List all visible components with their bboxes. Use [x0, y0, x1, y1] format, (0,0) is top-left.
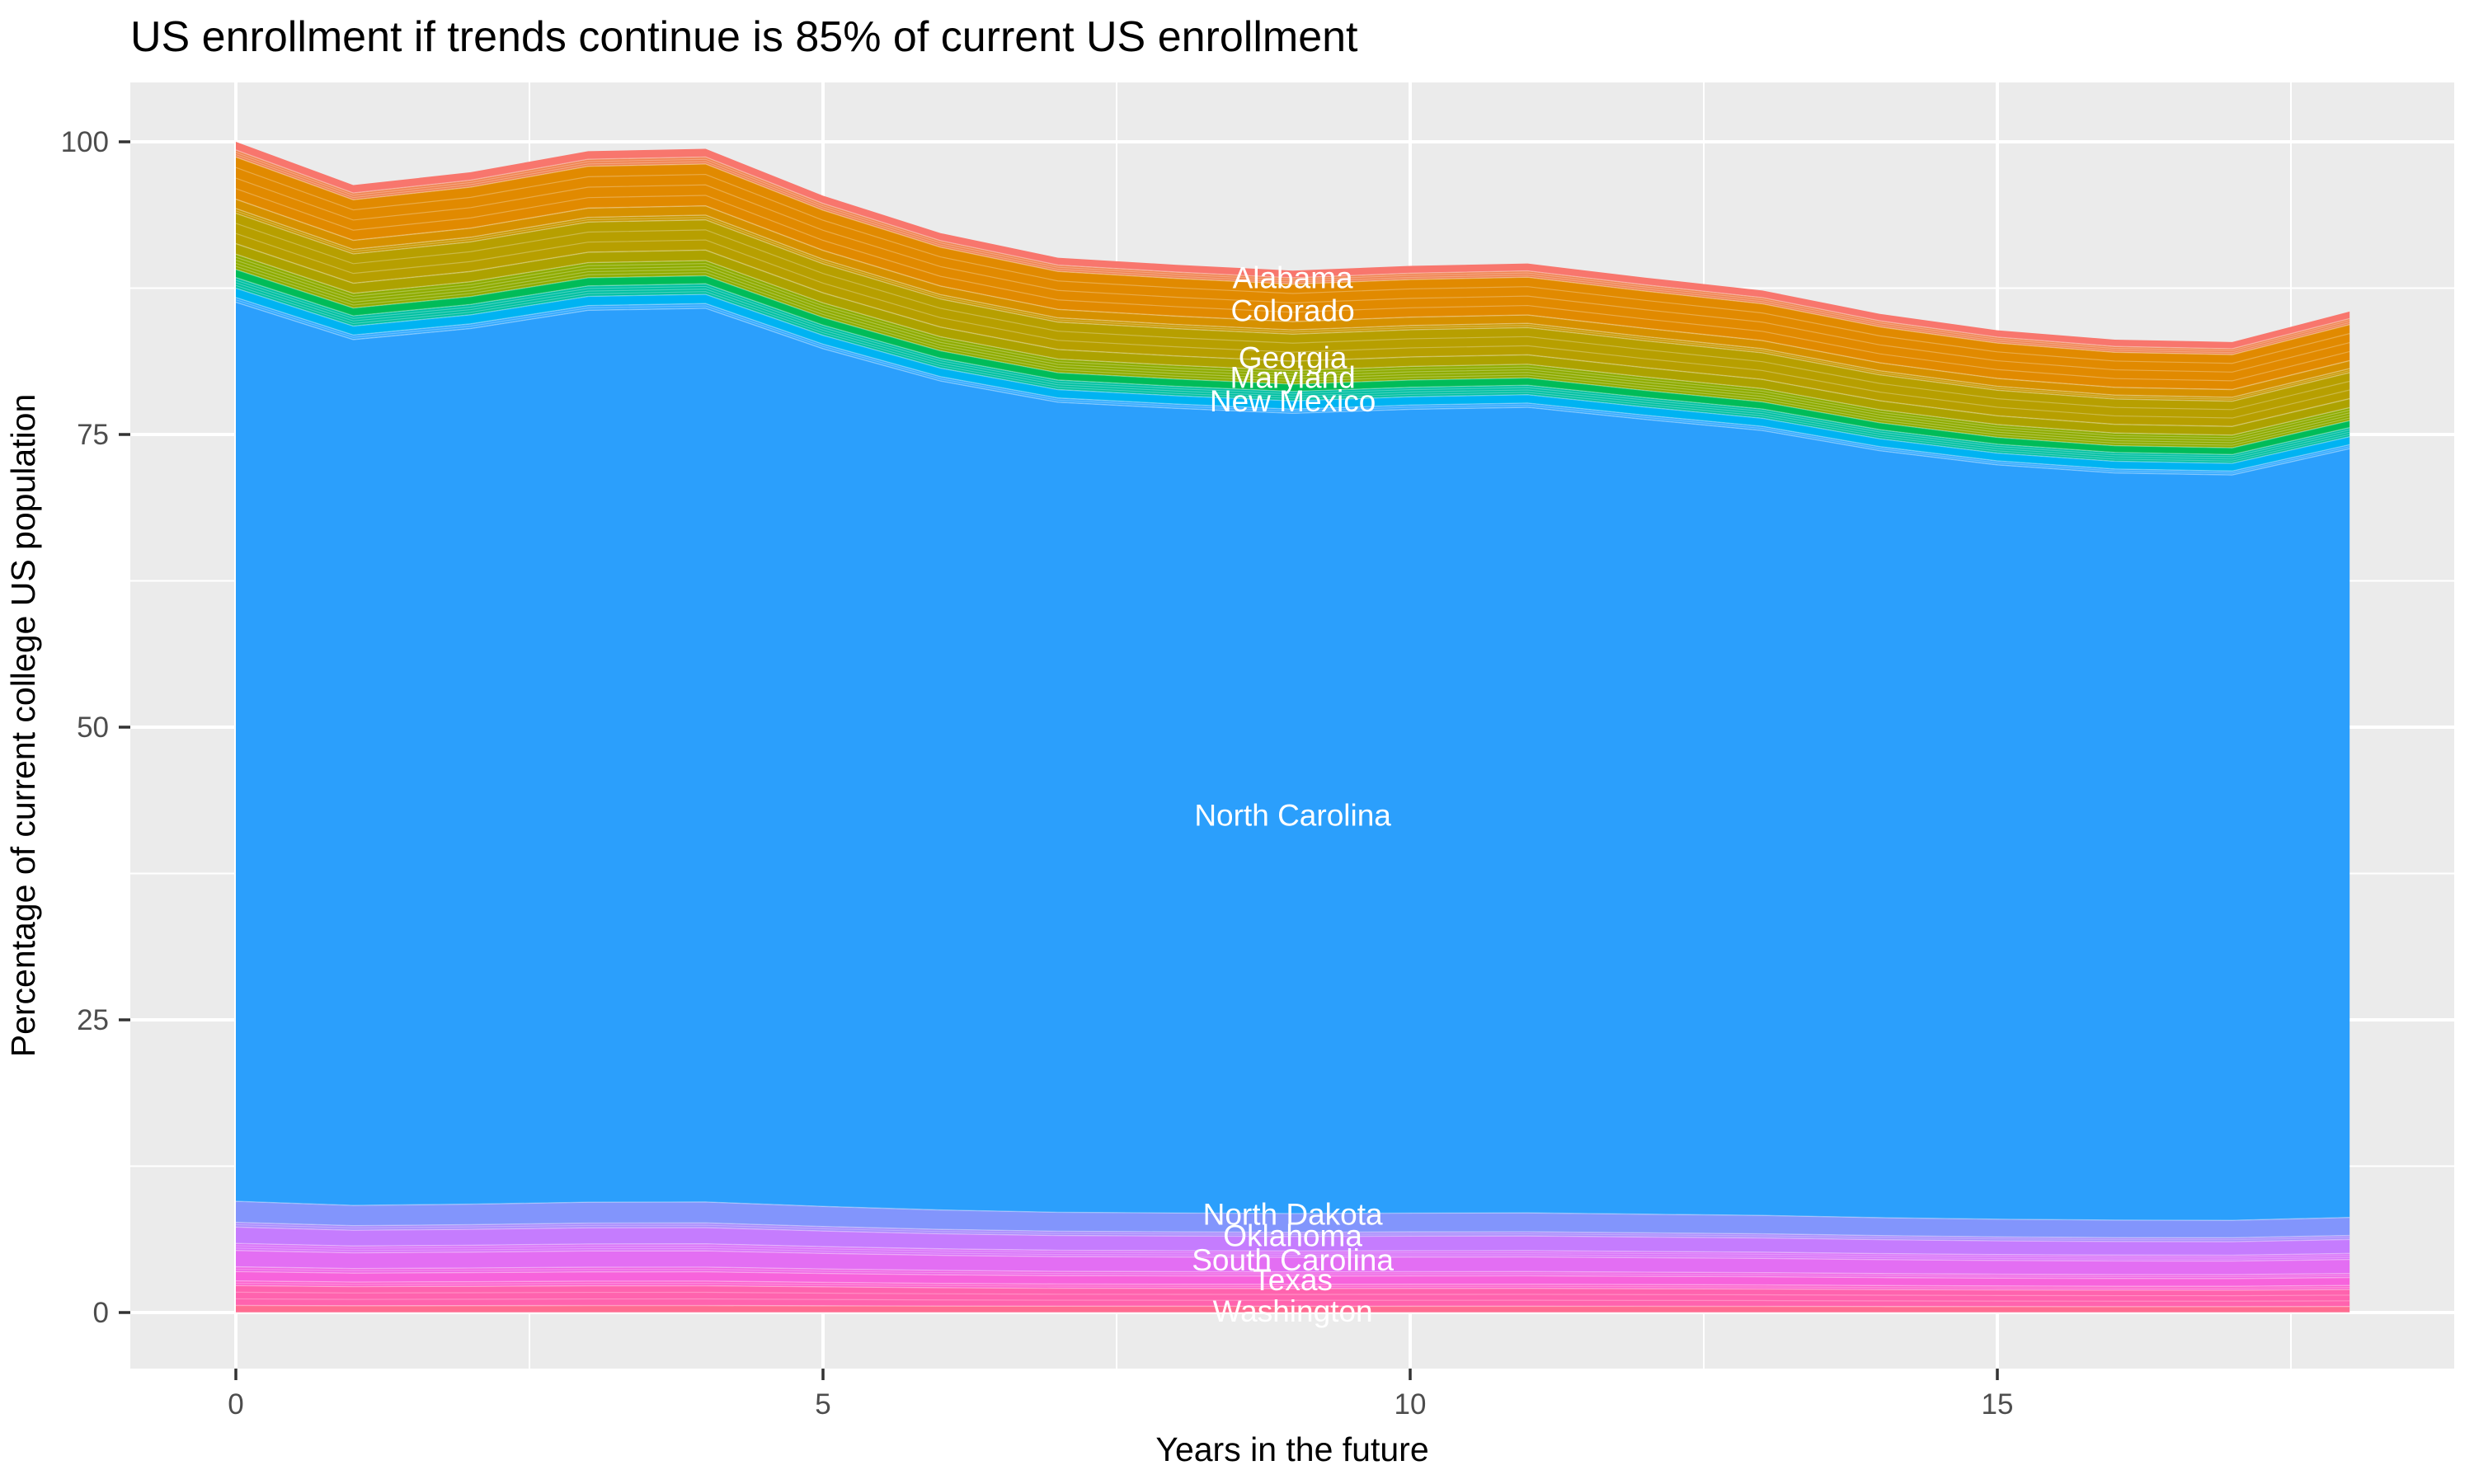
area-band-north-dakota	[236, 1201, 2350, 1238]
area-band-unlabeled	[236, 1222, 2350, 1242]
band-separator	[235, 149, 2350, 350]
band-separator	[235, 299, 2350, 474]
plot-title: US enrollment if trends continue is 85% …	[130, 13, 1358, 61]
band-separator	[235, 1247, 2350, 1260]
band-separator	[235, 156, 2350, 355]
x-tick-label: 0	[228, 1388, 243, 1421]
band-separator	[235, 301, 2350, 476]
y-tick-label: 50	[77, 711, 109, 744]
band-separator	[235, 1200, 2350, 1221]
state-label-maryland: Maryland	[1230, 360, 1356, 394]
state-label-north-carolina: North Carolina	[1194, 799, 1391, 833]
state-label-washington: Washington	[1213, 1294, 1373, 1328]
band-separator	[235, 167, 2350, 364]
band-separator	[235, 256, 2350, 439]
band-separator	[235, 177, 2350, 373]
axis-tick-labels: 0 5 10 15 0 25 50 75 100	[61, 126, 2014, 1421]
band-separator	[235, 1245, 2350, 1258]
band-separator	[235, 212, 2350, 402]
state-label-south-carolina: South Carolina	[1192, 1243, 1394, 1277]
state-label-colorado: Colorado	[1231, 294, 1355, 327]
state-label-georgia: Georgia	[1239, 340, 1348, 374]
band-separator	[235, 1221, 2350, 1239]
band-separator	[235, 1282, 2350, 1289]
area-band-unlabeled	[236, 254, 2350, 448]
band-separator	[235, 1304, 2350, 1308]
band-separator	[235, 1242, 2350, 1256]
band-separator	[235, 1266, 2350, 1275]
axis-tick-marks	[119, 140, 1999, 1380]
area-band-texas	[236, 1271, 2350, 1287]
band-separator	[235, 279, 2350, 458]
band-separator	[235, 1250, 2350, 1262]
band-separator	[235, 1226, 2350, 1242]
y-tick-label: 75	[77, 419, 109, 451]
band-separator	[235, 1223, 2350, 1241]
state-label-new-mexico: New Mexico	[1210, 384, 1376, 418]
state-label-texas: Texas	[1253, 1263, 1333, 1297]
band-separator	[235, 253, 2350, 436]
state-label-oklahoma: Oklahoma	[1223, 1219, 1362, 1252]
band-separator	[235, 154, 2350, 354]
band-separator	[235, 210, 2350, 400]
area-band-oklahoma	[236, 1227, 2350, 1256]
band-separators	[235, 149, 2350, 1313]
stacked-area-bands	[236, 142, 2350, 1313]
band-separator	[235, 188, 2350, 382]
band-separator	[235, 1291, 2350, 1297]
band-separator	[235, 1270, 2350, 1280]
band-separator	[235, 282, 2350, 460]
area-band-unlabeled	[236, 1266, 2350, 1279]
area-band-unlabeled	[236, 213, 2350, 427]
area-band-south-carolina	[236, 1250, 2350, 1275]
area-band-unlabeled	[236, 1243, 2350, 1261]
band-separator	[235, 284, 2350, 462]
state-label-alabama: Alabama	[1233, 261, 1353, 295]
state-label-north-dakota: North Dakota	[1203, 1198, 1383, 1232]
band-separator	[235, 1268, 2350, 1278]
x-tick-label: 10	[1395, 1388, 1427, 1421]
band-separator	[235, 208, 2350, 398]
band-separator	[235, 1284, 2350, 1291]
band-separator	[235, 232, 2350, 419]
band-separator	[235, 223, 2350, 411]
area-band-north-carolina	[236, 302, 2350, 1221]
band-separator	[235, 260, 2350, 441]
band-separator	[235, 242, 2350, 427]
band-separator	[235, 277, 2350, 456]
y-tick-label: 0	[93, 1297, 109, 1329]
area-band-unlabeled	[236, 1285, 2350, 1307]
band-separator	[235, 297, 2350, 472]
y-tick-label: 25	[77, 1004, 109, 1036]
band-separator	[235, 262, 2350, 444]
band-separator	[235, 269, 2350, 448]
band-separator	[235, 265, 2350, 446]
band-separator	[235, 198, 2350, 391]
band-separator	[235, 287, 2350, 464]
y-tick-label: 100	[61, 126, 109, 158]
band-separator	[235, 1280, 2350, 1287]
x-axis-title: Years in the future	[1155, 1430, 1428, 1468]
area-band-unlabeled	[236, 157, 2350, 390]
x-tick-label: 5	[815, 1388, 830, 1421]
x-tick-label: 15	[1982, 1388, 2014, 1421]
y-axis-title: Percentage of current college US populat…	[4, 394, 42, 1058]
area-band-unlabeled	[236, 1280, 2350, 1290]
band-separator	[235, 152, 2350, 352]
area-band-washington	[236, 1305, 2350, 1313]
band-separator	[235, 1298, 2350, 1302]
